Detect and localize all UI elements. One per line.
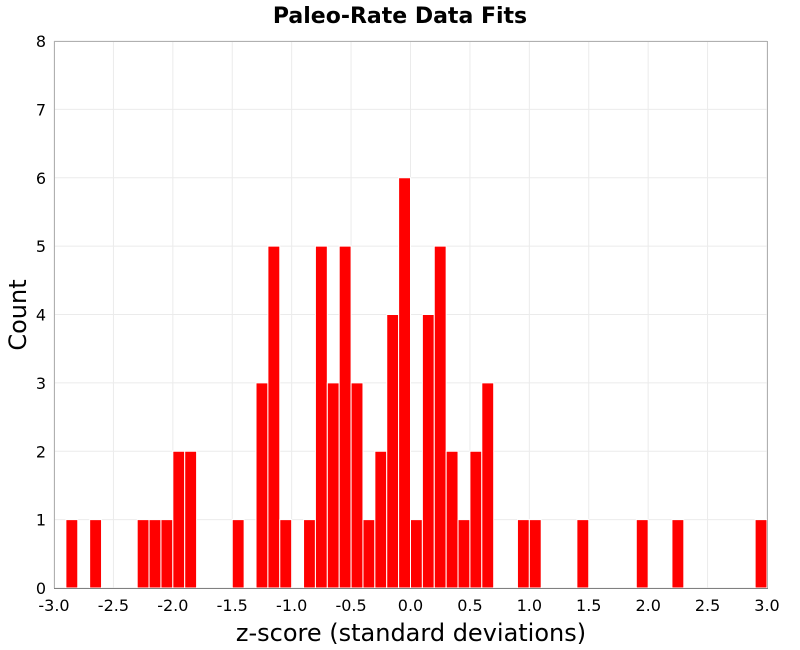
histogram-bar: [421, 314, 435, 589]
histogram-bar: [469, 450, 483, 589]
chart-title: Paleo-Rate Data Fits: [273, 4, 527, 29]
x-tick-label: 0.0: [398, 596, 423, 615]
y-tick-label: 7: [36, 100, 46, 119]
x-tick-label: -2.5: [98, 596, 129, 615]
y-tick-labels: 0 1 2 3 4 5 6 7 8: [36, 32, 46, 598]
x-tick-label: -0.5: [335, 596, 366, 615]
histogram-bar: [576, 519, 590, 589]
histogram-bar: [148, 519, 162, 589]
x-tick-label: 1.5: [576, 596, 601, 615]
histogram-bar: [184, 450, 198, 589]
y-tick-label: 3: [36, 374, 46, 393]
histogram-bar: [338, 245, 352, 589]
x-tick-label: -1.0: [276, 596, 307, 615]
histogram-bar: [410, 519, 423, 589]
histogram-bar: [457, 519, 471, 589]
x-tick-label: -2.0: [157, 596, 188, 615]
histogram-bar: [279, 519, 293, 589]
x-tick-label: 1.0: [517, 596, 542, 615]
y-tick-label: 0: [36, 579, 46, 598]
x-tick-label: 3.0: [754, 596, 779, 615]
histogram-bar: [635, 519, 649, 589]
x-tick-label: -3.0: [38, 596, 69, 615]
y-tick-label: 1: [36, 511, 46, 530]
y-tick-label: 4: [36, 306, 46, 325]
histogram-bar: [362, 519, 376, 589]
histogram-bar: [231, 519, 245, 589]
x-tick-label: 2.5: [695, 596, 720, 615]
histogram-bar: [374, 450, 388, 589]
x-tick-label: 2.0: [635, 596, 660, 615]
histogram-bar: [386, 314, 400, 589]
y-tick-label: 5: [36, 237, 46, 256]
histogram-bar: [671, 519, 685, 589]
histogram-bar: [528, 519, 542, 589]
histogram-bar: [255, 382, 269, 589]
y-axis-label: Count: [4, 279, 32, 350]
histogram-bar: [433, 245, 447, 589]
y-tick-label: 2: [36, 442, 46, 461]
histogram-bar: [267, 245, 281, 589]
histogram-bar: [326, 382, 340, 589]
x-tick-label: 0.5: [457, 596, 482, 615]
y-tick-label: 8: [36, 32, 46, 51]
histogram-bar: [398, 177, 412, 589]
histogram-bar: [303, 519, 316, 589]
y-tick-label: 6: [36, 169, 46, 188]
histogram-bar: [136, 519, 150, 589]
x-tick-labels: -3.0 -2.5 -2.0 -1.5 -1.0 -0.5 0.0 0.5 1.0 1.5 2.0 2…: [38, 596, 779, 615]
histogram-bar: [314, 245, 328, 589]
histogram-bar: [516, 519, 530, 589]
histogram-bar: [89, 519, 103, 589]
histogram-bar: [172, 450, 186, 589]
histogram-bar: [160, 519, 174, 589]
x-axis-label: z-score (standard deviations): [236, 619, 586, 647]
histogram-bar: [65, 519, 79, 589]
histogram-bar: [445, 450, 459, 589]
histogram-bar: [754, 519, 768, 589]
histogram-bar: [481, 382, 495, 589]
histogram-bar: [350, 382, 364, 589]
histogram-bars: [65, 177, 768, 589]
x-tick-label: -1.5: [217, 596, 248, 615]
